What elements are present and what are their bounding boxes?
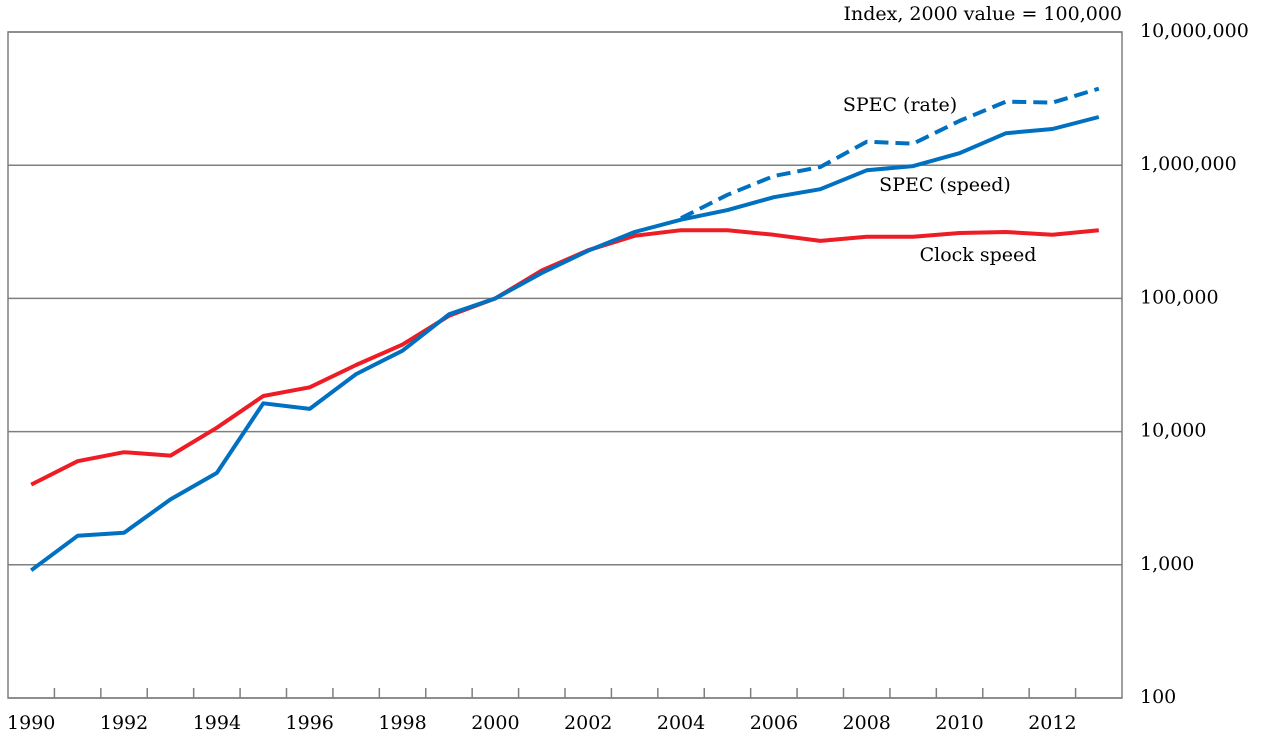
y-tick-label: 100 [1140, 686, 1176, 708]
series-label: SPEC (speed) [879, 174, 1011, 196]
series-line [30, 115, 1100, 572]
y-tick-label: 1,000,000 [1140, 153, 1237, 175]
y-tick-label: 1,000 [1140, 553, 1194, 575]
series-label: SPEC (rate) [843, 94, 957, 116]
x-tick-label: 2010 [935, 712, 983, 734]
series-label: Clock speed [920, 244, 1037, 266]
x-tick-label: 1998 [378, 712, 426, 734]
annotation: Index, 2000 value = 100,000 [843, 3, 1122, 25]
x-tick-label: 2006 [750, 712, 798, 734]
x-tick-label: 2000 [471, 712, 519, 734]
y-tick-label: 10,000,000 [1140, 20, 1249, 42]
x-tick-label: 1990 [7, 712, 55, 734]
x-tick-label: 2004 [657, 712, 705, 734]
plot-frame [7, 31, 1123, 699]
y-tick-label: 100,000 [1140, 286, 1219, 308]
x-tick-label: 1996 [286, 712, 334, 734]
series-line [30, 228, 1099, 487]
x-tick-label: 1994 [193, 712, 241, 734]
x-tick-label: 2008 [843, 712, 891, 734]
x-tick-label: 2002 [564, 712, 612, 734]
y-tick-label: 10,000 [1140, 420, 1206, 442]
x-tick-label: 2012 [1028, 712, 1076, 734]
x-tick-label: 1992 [100, 712, 148, 734]
